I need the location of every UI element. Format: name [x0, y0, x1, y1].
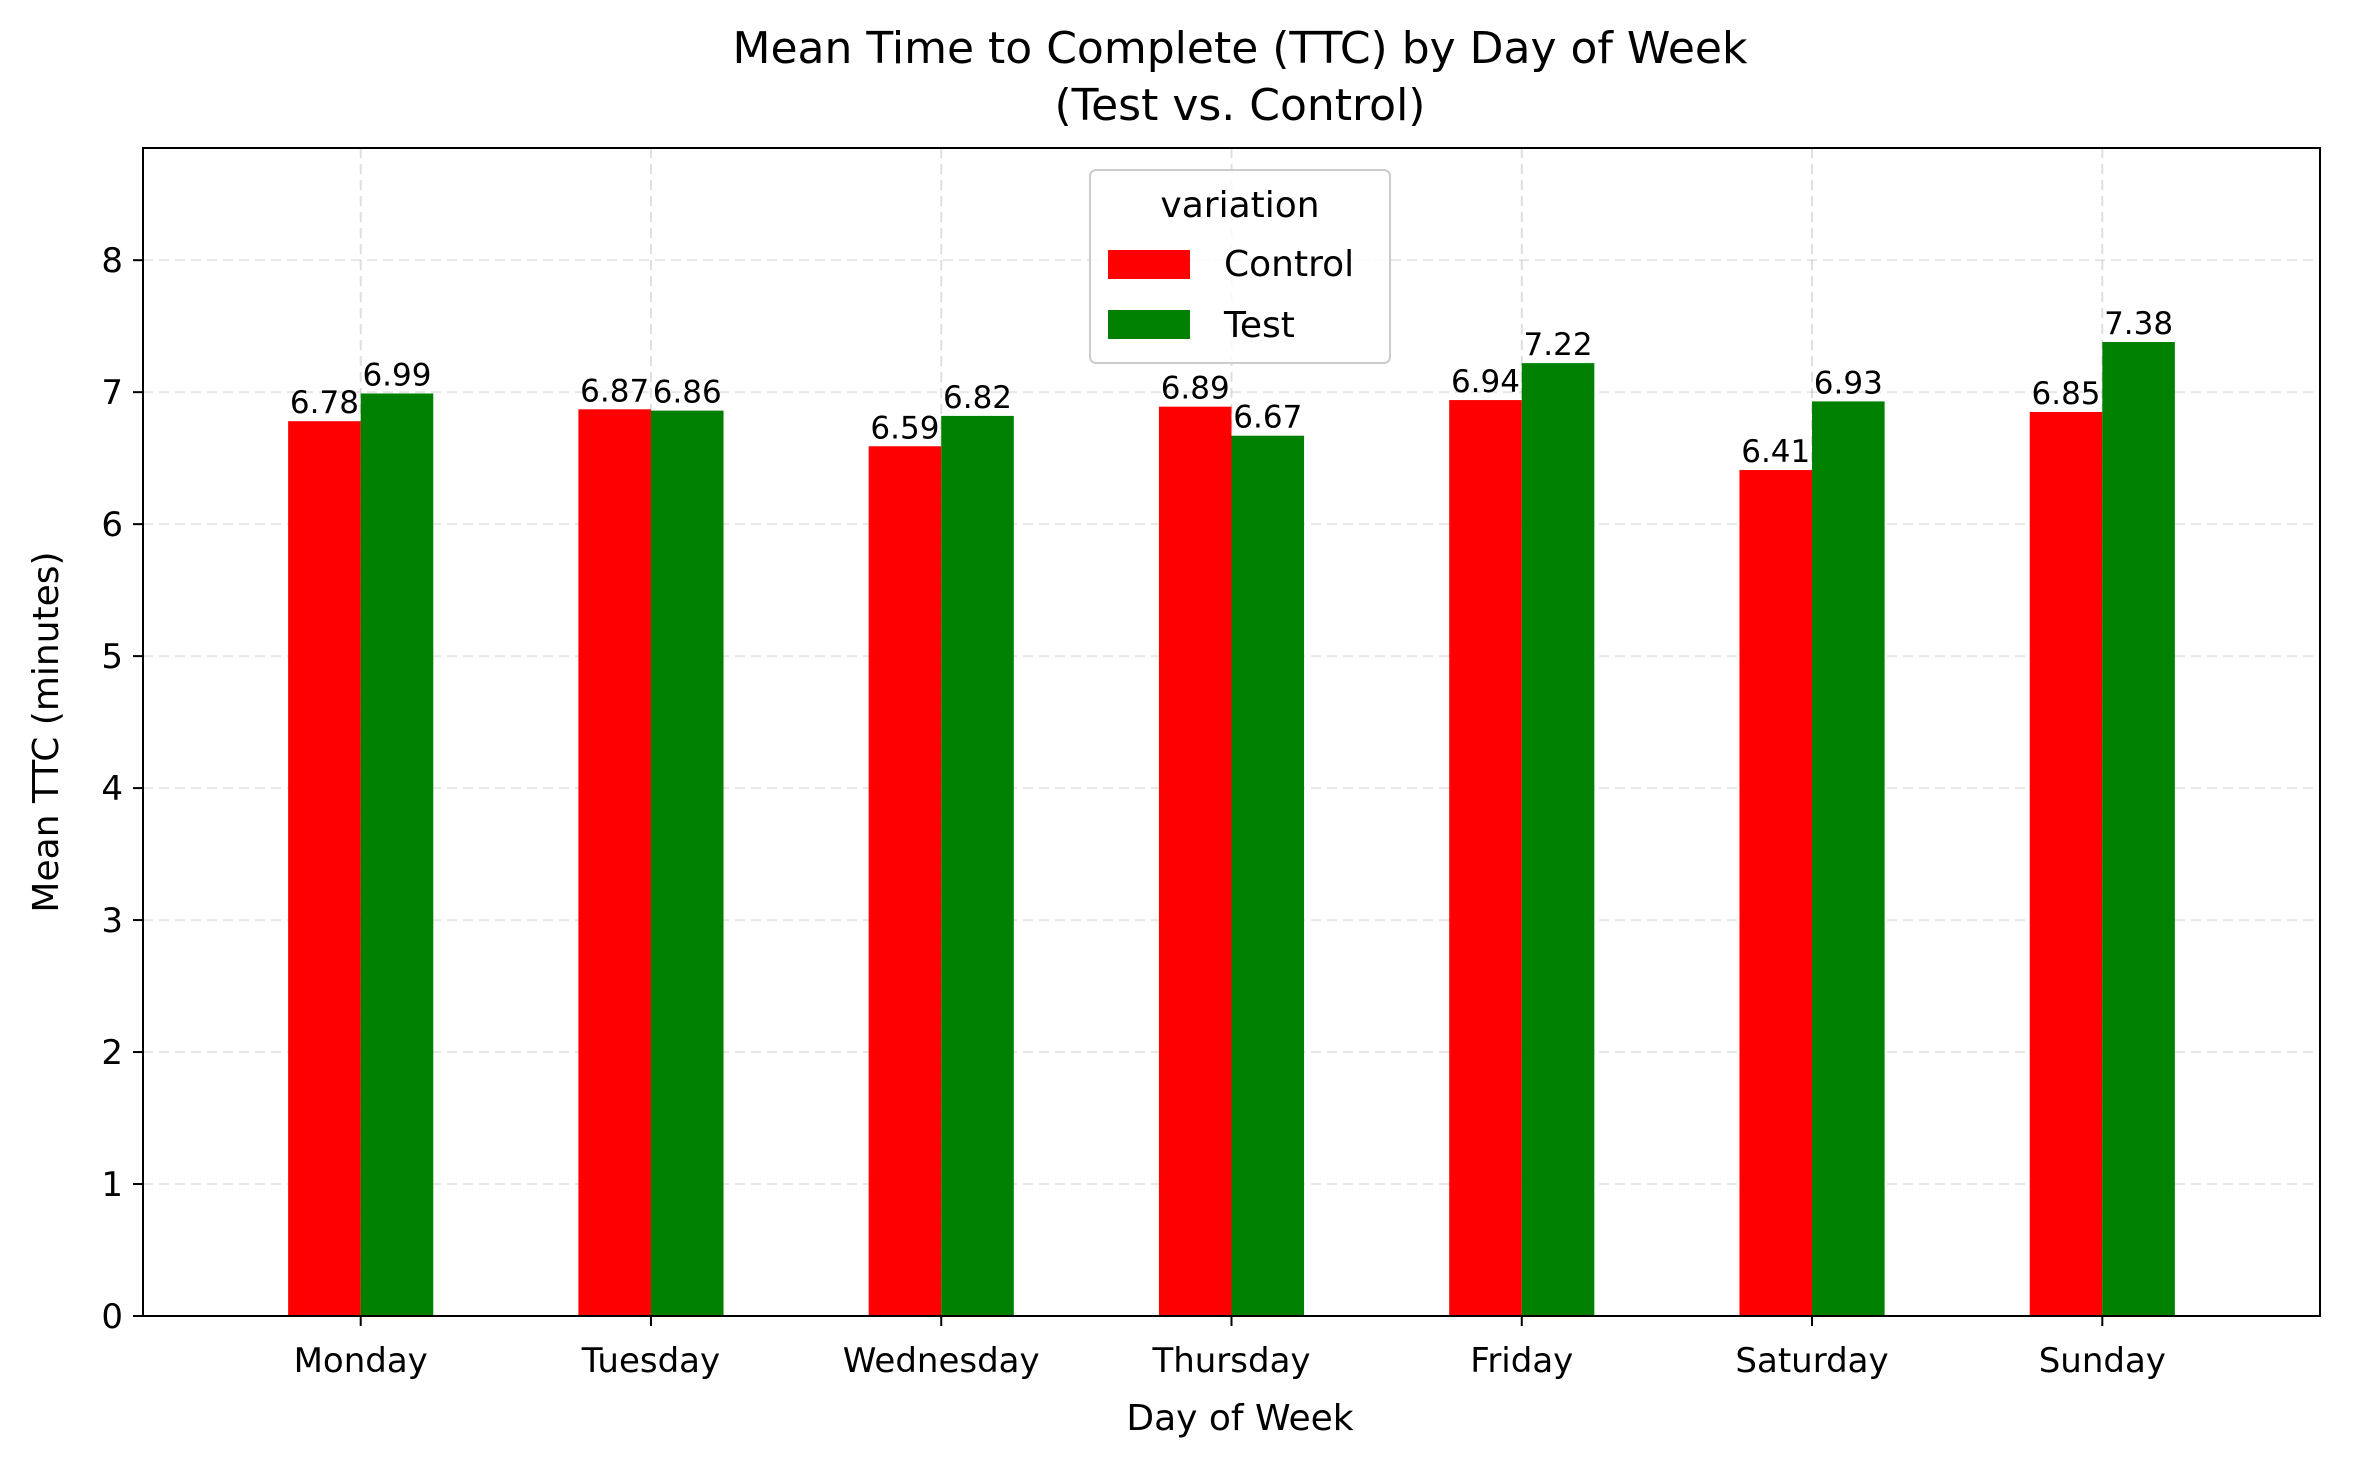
- bar-test: [360, 393, 434, 1316]
- bar-value-label-control: 6.59: [870, 410, 939, 446]
- y-tick-label: 5: [101, 637, 123, 677]
- bar-value-label-test: 6.86: [653, 375, 722, 411]
- bar-value-label-control: 6.85: [2032, 376, 2101, 412]
- x-tick-label: Friday: [1470, 1341, 1573, 1381]
- bar-value-label-test: 6.93: [1814, 365, 1883, 401]
- bar-test: [941, 415, 1014, 1316]
- legend-title: variation: [1160, 185, 1319, 226]
- chart-title-line-1: Mean Time to Complete (TTC) by Day of We…: [733, 23, 1748, 74]
- bar-value-label-test: 6.82: [943, 380, 1012, 416]
- bar-control: [1449, 400, 1522, 1316]
- bar-control: [578, 409, 651, 1316]
- bar-value-label-control: 6.89: [1161, 371, 1230, 407]
- y-tick-label: 6: [101, 505, 123, 545]
- legend-label-control: Control: [1224, 244, 1354, 285]
- y-axis-label: Mean TTC (minutes): [26, 551, 67, 912]
- y-tick-label: 8: [101, 241, 123, 281]
- legend-swatch-control: [1108, 250, 1190, 279]
- bar-value-label-test: 6.99: [362, 357, 431, 393]
- y-axis-ticks: 0 1 2 3 4 5 6 7 8: [101, 241, 143, 1337]
- y-tick-label: 3: [101, 901, 123, 941]
- bar-value-label-test: 6.67: [1233, 400, 1302, 436]
- y-tick-label: 7: [101, 373, 123, 413]
- legend-label-test: Test: [1223, 305, 1295, 346]
- bar-control: [1158, 406, 1232, 1316]
- bar-value-label-control: 6.41: [1741, 434, 1810, 470]
- x-tick-label: Tuesday: [581, 1341, 720, 1381]
- y-tick-label: 4: [101, 769, 123, 809]
- bar-control: [288, 421, 361, 1316]
- bar-value-label-control: 6.87: [580, 373, 649, 409]
- bar-test: [1812, 401, 1885, 1316]
- bar-test: [1521, 363, 1595, 1316]
- y-tick-label: 2: [101, 1033, 123, 1073]
- legend: variation Control Test: [1089, 169, 1391, 364]
- bar-test: [2102, 342, 2175, 1316]
- bar-value-label-control: 6.94: [1451, 364, 1520, 400]
- y-tick-label: 1: [101, 1165, 123, 1205]
- x-tick-label: Thursday: [1151, 1341, 1310, 1381]
- bar-value-label-test: 7.38: [2104, 306, 2173, 342]
- x-tick-label: Monday: [294, 1341, 428, 1381]
- bar-control: [868, 446, 942, 1316]
- bar-control: [2029, 411, 2103, 1316]
- bar-control: [1739, 470, 1813, 1316]
- bar-value-label-test: 7.22: [1524, 327, 1593, 363]
- y-tick-label: 0: [101, 1297, 123, 1337]
- bar-test: [650, 410, 724, 1317]
- x-tick-label: Wednesday: [843, 1341, 1040, 1381]
- bar-labels: 6.786.99 6.87 6.86 6.596.82 6.896.67 6.947.22…: [290, 306, 2173, 470]
- x-axis-label: Day of Week: [1126, 1398, 1353, 1439]
- legend-swatch-test: [1108, 310, 1190, 339]
- x-axis-ticks: Monday Tuesday Wednesday Thursday Friday Satu…: [294, 1316, 2166, 1381]
- chart-title-line-2: (Test vs. Control): [1055, 80, 1426, 131]
- x-tick-label: Sunday: [2039, 1341, 2166, 1381]
- bars: [288, 342, 2175, 1317]
- x-tick-label: Saturday: [1735, 1341, 1888, 1381]
- bar-value-label-control: 6.78: [290, 385, 359, 421]
- bar-test: [1231, 435, 1305, 1317]
